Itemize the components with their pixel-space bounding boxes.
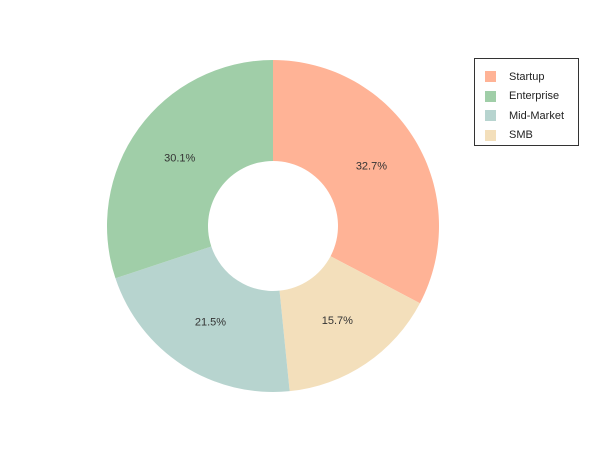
value-label-startup: 32.7% bbox=[356, 160, 387, 172]
legend-label-smb: SMB bbox=[509, 129, 533, 142]
legend-swatch-mid-market bbox=[485, 110, 496, 122]
slice-enterprise bbox=[107, 60, 274, 279]
value-label-mid-market: 21.5% bbox=[195, 316, 226, 328]
chart-legend: Startup Enterprise Mid-Market SMB bbox=[474, 58, 579, 146]
value-label-smb: 15.7% bbox=[322, 315, 353, 327]
legend-swatch-smb bbox=[485, 129, 496, 141]
donut-slices bbox=[107, 60, 440, 392]
slice-startup bbox=[273, 60, 440, 304]
value-label-enterprise: 30.1% bbox=[164, 153, 195, 165]
slice-mid-market bbox=[115, 246, 290, 392]
legend-item-smb: SMB bbox=[485, 126, 578, 146]
legend-swatch-enterprise bbox=[485, 90, 496, 102]
slice-value-labels: 32.7% 15.7% 21.5% 30.1% bbox=[164, 153, 387, 329]
legend-item-mid-market: Mid-Market bbox=[485, 106, 578, 126]
legend-label-enterprise: Enterprise bbox=[509, 90, 560, 103]
legend-swatch-startup bbox=[485, 71, 496, 83]
legend-item-enterprise: Enterprise bbox=[485, 87, 578, 107]
legend-label-mid-market: Mid-Market bbox=[509, 109, 565, 122]
slice-smb bbox=[279, 256, 420, 392]
legend-label-startup: Startup bbox=[509, 70, 545, 83]
legend-item-startup: Startup bbox=[485, 67, 578, 87]
